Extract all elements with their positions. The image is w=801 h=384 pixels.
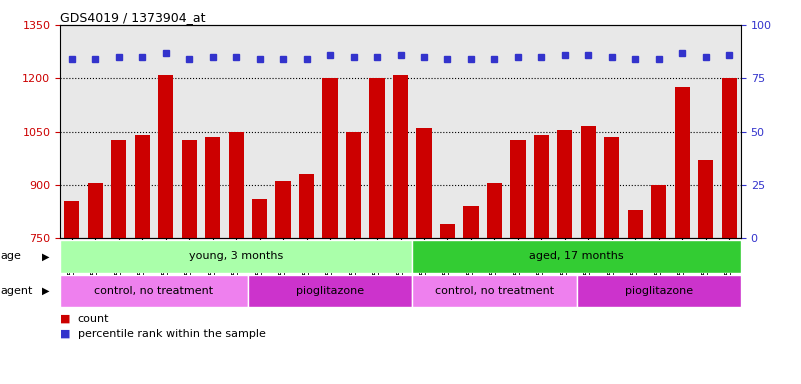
Bar [182,141,197,238]
Bar [577,275,741,307]
Bar [604,137,619,238]
Bar [581,126,596,238]
Text: ▶: ▶ [42,251,50,262]
Bar [369,78,384,238]
Text: GDS4019 / 1373904_at: GDS4019 / 1373904_at [60,12,206,25]
Text: ■: ■ [60,329,70,339]
Bar [158,74,173,238]
Text: pioglitazone: pioglitazone [296,286,364,296]
Text: age: age [1,251,22,262]
Bar [135,135,150,238]
Bar [533,135,549,238]
Bar [60,240,413,273]
Text: count: count [78,314,109,324]
Text: agent: agent [1,286,33,296]
Bar [510,141,525,238]
Text: control, no treatment: control, no treatment [435,286,554,296]
Bar [228,131,244,238]
Bar [323,78,338,238]
Bar [674,87,690,238]
Bar [248,275,413,307]
Bar [60,275,248,307]
Bar [392,74,409,238]
Bar [346,131,361,238]
Text: ■: ■ [60,314,70,324]
Bar [557,130,573,238]
Text: percentile rank within the sample: percentile rank within the sample [78,329,266,339]
Bar [205,137,220,238]
Text: ▶: ▶ [42,286,50,296]
Text: young, 3 months: young, 3 months [189,251,284,262]
Bar [722,78,737,238]
Text: pioglitazone: pioglitazone [625,286,693,296]
Bar [299,174,314,238]
Bar [64,201,79,238]
Bar [413,275,577,307]
Bar [698,160,714,238]
Bar [252,199,268,238]
Bar [463,206,478,238]
Bar [276,181,291,238]
Bar [111,141,127,238]
Bar [440,224,455,238]
Bar [628,210,643,238]
Bar [87,183,103,238]
Text: aged, 17 months: aged, 17 months [529,251,624,262]
Bar [417,128,432,238]
Bar [487,183,502,238]
Text: control, no treatment: control, no treatment [95,286,214,296]
Bar [413,240,741,273]
Bar [651,185,666,238]
